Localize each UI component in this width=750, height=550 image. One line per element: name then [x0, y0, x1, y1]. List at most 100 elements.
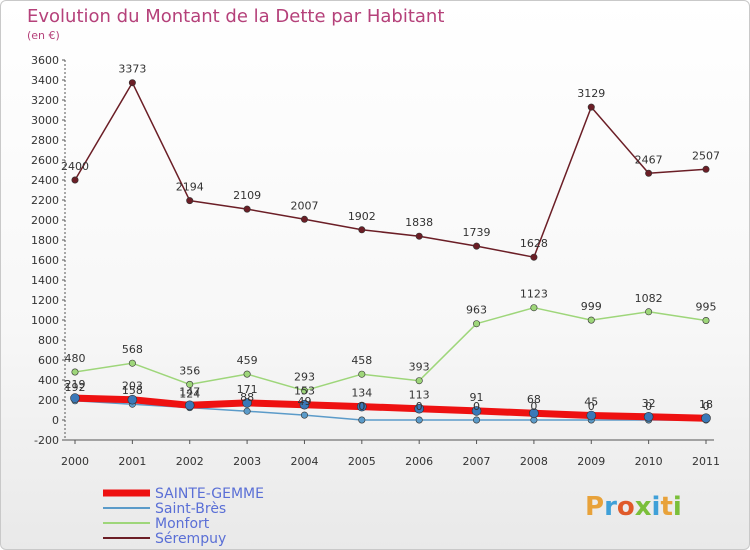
data-label: 2400: [61, 160, 89, 173]
data-label: 171: [237, 383, 258, 396]
data-point: [186, 197, 194, 205]
data-point: [358, 226, 366, 234]
data-label: 158: [122, 384, 143, 397]
data-point: [701, 413, 711, 424]
data-point: [702, 316, 710, 324]
data-label: 134: [351, 387, 372, 400]
axes: -200020040060080010001200140016001800200…: [31, 54, 720, 468]
data-label: 356: [179, 364, 200, 377]
data-point: [71, 176, 79, 184]
data-label: 995: [696, 301, 717, 314]
data-label: 147: [179, 385, 200, 398]
data-label: 45: [584, 396, 598, 409]
data-point: [702, 165, 710, 173]
data-label: 1123: [520, 288, 548, 301]
data-point: [128, 359, 136, 367]
data-label: 0: [703, 400, 710, 413]
data-label: 3129: [577, 87, 605, 100]
data-point: [587, 103, 595, 111]
x-tick-label: 2000: [61, 455, 89, 468]
data-label: 2194: [176, 181, 204, 194]
data-point: [242, 398, 252, 408]
y-tick-label: 2200: [31, 194, 59, 207]
data-point: [473, 416, 481, 424]
data-point: [414, 403, 424, 414]
y-tick-label: 1400: [31, 274, 59, 287]
y-tick-label: 400: [38, 374, 59, 387]
x-tick-label: 2006: [405, 455, 433, 468]
data-label: 68: [527, 393, 541, 406]
x-tick-label: 2002: [176, 455, 204, 468]
data-label: 1838: [405, 216, 433, 229]
data-label: 2109: [233, 189, 261, 202]
data-labels: 2400 3373 2194 2109 2007 1902 1838 1739 1628 3129…: [61, 63, 720, 413]
chart-title: Evolution du Montant de la Dette par Hab…: [27, 6, 444, 27]
data-label: 192: [65, 381, 86, 394]
y-tick-label: 3000: [31, 114, 59, 127]
data-label: 293: [294, 371, 315, 384]
logo-text: Proxiti: [585, 492, 682, 522]
data-point: [415, 232, 423, 240]
data-label: 91: [470, 391, 484, 404]
data-point: [184, 400, 195, 411]
data-label: 0: [588, 400, 595, 413]
x-tick-label: 2008: [520, 455, 548, 468]
data-point: [299, 399, 310, 410]
data-point: [358, 370, 366, 378]
data-point: [243, 370, 251, 378]
series-line: [74, 306, 707, 392]
data-label: 49: [297, 395, 311, 408]
data-point: [473, 320, 481, 328]
data-point: [586, 410, 597, 421]
data-label: 3373: [118, 63, 146, 76]
data-point: [358, 416, 366, 424]
data-point: [587, 316, 595, 324]
x-tick-label: 2005: [348, 455, 376, 468]
data-point: [186, 380, 194, 388]
y-tick-label: 3600: [31, 54, 59, 67]
y-tick-label: 3200: [31, 94, 59, 107]
data-point: [529, 408, 539, 419]
data-label: 0: [358, 400, 365, 413]
data-point: [643, 411, 654, 422]
data-point: [300, 411, 308, 419]
data-label: 203: [122, 380, 143, 393]
data-label: 0: [473, 400, 480, 413]
data-point: [71, 368, 79, 376]
data-label: 568: [122, 343, 143, 356]
y-tick-label: 200: [38, 394, 59, 407]
y-tick-label: 3400: [31, 74, 59, 87]
x-tick-label: 2001: [118, 455, 146, 468]
data-point: [530, 253, 538, 261]
data-label: 1739: [463, 226, 491, 239]
data-label: 393: [409, 361, 430, 374]
y-tick-label: 1000: [31, 314, 59, 327]
data-point: [645, 308, 653, 316]
data-point: [70, 393, 80, 403]
y-tick-label: 1800: [31, 234, 59, 247]
x-tick-label: 2003: [233, 455, 261, 468]
data-point: [471, 406, 482, 416]
data-label: 458: [351, 354, 372, 367]
y-tick-label: -200: [34, 434, 59, 447]
data-label: 18: [699, 398, 713, 411]
series-group: [70, 79, 711, 424]
x-tick-label: 2009: [577, 455, 605, 468]
series-line: [74, 81, 707, 258]
y-tick-label: 600: [38, 354, 59, 367]
data-label: 0: [645, 400, 652, 413]
chart-subtitle: (en €): [27, 29, 60, 42]
data-label: 2467: [635, 153, 663, 166]
data-label: 88: [240, 391, 254, 404]
data-label: 1902: [348, 210, 376, 223]
data-label: 963: [466, 304, 487, 317]
data-point: [645, 169, 653, 177]
data-point: [128, 79, 136, 87]
series-line: [71, 394, 710, 422]
data-label: 2007: [290, 199, 318, 212]
y-tick-label: 0: [52, 414, 59, 427]
data-label: 124: [179, 388, 200, 401]
legend-label: Saint-Brès: [155, 501, 226, 517]
data-label: 0: [416, 400, 423, 413]
